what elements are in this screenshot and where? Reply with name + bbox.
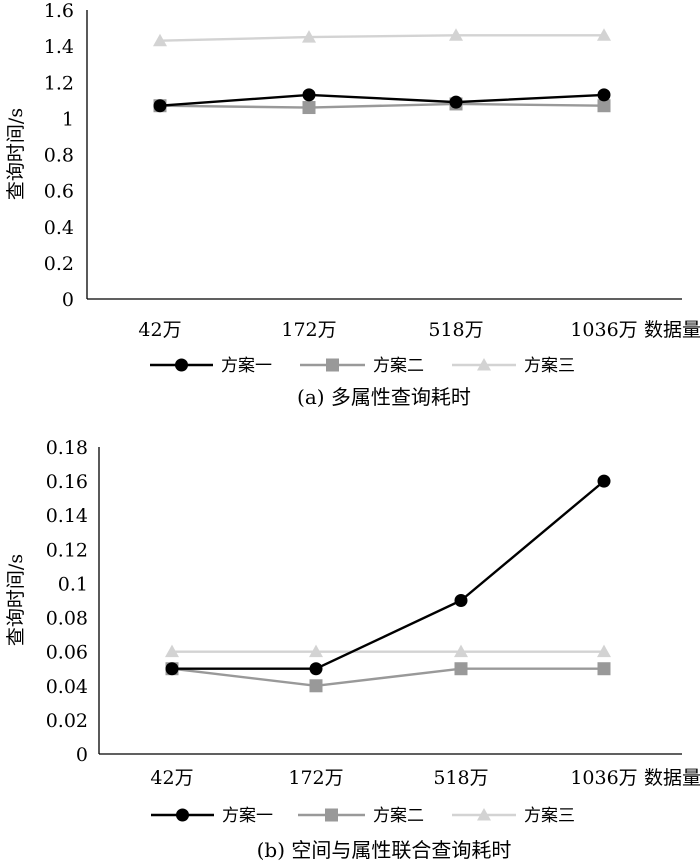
chart-a-y-axis-label: 查询时间/s: [5, 108, 27, 200]
y-tick-label: 0.18: [46, 437, 88, 459]
series-2: [165, 662, 611, 693]
series-line: [159, 34, 604, 42]
y-tick-label: 0.02: [46, 710, 88, 732]
legend-item: 方案三: [452, 356, 575, 376]
chart-b-x-ticks: 42万 172万 518万 1036万: [150, 767, 637, 789]
data-point: [309, 679, 323, 693]
legend-label: 方案二: [373, 806, 424, 826]
y-tick-label: 0: [76, 744, 88, 766]
data-point: [309, 662, 323, 676]
series-line: [159, 93, 605, 107]
legend-marker: [477, 808, 491, 821]
chart-a-y-ticks: 0 0.2 0.4 0.6 0.8 1 1.2 1.4 1.6: [44, 0, 74, 311]
y-tick-label: 0.16: [46, 471, 88, 493]
series-1: [153, 88, 611, 113]
series-3: [165, 644, 611, 658]
y-tick-label: 0.4: [44, 217, 74, 239]
chart-a-caption: (a) 多属性查询耗时: [297, 385, 471, 409]
legend-marker: [175, 358, 188, 372]
x-tick-label: 518万: [428, 319, 483, 341]
chart-a-x-axis-label: 数据量: [644, 319, 700, 341]
data-point: [165, 662, 179, 676]
chart-a-x-ticks: 42万 172万 518万 1036万: [138, 319, 637, 341]
x-tick-label: 172万: [288, 767, 343, 789]
y-tick-label: 0.2: [44, 253, 74, 275]
legend-label: 方案二: [373, 356, 424, 376]
data-point: [597, 644, 611, 658]
legend-marker: [477, 358, 491, 371]
series-line: [171, 667, 604, 687]
data-point: [309, 644, 323, 658]
data-point: [597, 662, 611, 676]
data-point: [597, 88, 611, 102]
x-tick-label: 1036万: [570, 767, 637, 789]
legend-item: 方案二: [298, 806, 424, 826]
x-tick-label: 1036万: [570, 319, 637, 341]
x-tick-label: 42万: [150, 767, 193, 789]
data-point: [597, 28, 611, 41]
legend-label: 方案三: [524, 806, 575, 826]
series-2: [153, 97, 611, 115]
series-line: [159, 102, 605, 109]
data-point: [153, 33, 167, 47]
x-tick-label: 172万: [281, 319, 336, 341]
data-point: [302, 30, 316, 43]
data-point: [449, 28, 463, 41]
chart-b-legend: 方案一 方案二 方案三: [151, 806, 575, 826]
y-tick-label: 1: [62, 108, 74, 130]
legend-marker: [325, 808, 338, 822]
data-point: [597, 474, 611, 488]
data-point: [597, 99, 611, 113]
y-tick-label: 1.6: [44, 0, 74, 22]
data-point: [454, 644, 468, 658]
legend-marker: [326, 358, 339, 372]
chart-a-legend: 方案一 方案二 方案三: [150, 356, 575, 376]
chart-b-x-axis-label: 数据量: [644, 767, 700, 789]
legend-item: 方案一: [151, 806, 273, 826]
series-line: [172, 480, 605, 670]
data-point: [165, 644, 179, 658]
y-tick-label: 0.6: [44, 181, 74, 203]
data-point: [454, 662, 468, 676]
y-tick-label: 0.06: [46, 642, 88, 664]
legend-item: 方案三: [452, 806, 575, 826]
legend-item: 方案一: [150, 356, 272, 376]
legend-label: 方案三: [524, 356, 575, 376]
chart-b-series: [165, 474, 611, 693]
legend-item: 方案二: [300, 356, 424, 376]
y-tick-label: 0.8: [44, 145, 74, 167]
chart-a-series: [153, 28, 611, 115]
y-tick-label: 0.12: [46, 539, 88, 561]
chart-a: 0 0.2 0.4 0.6 0.8 1 1.2 1.4 1.6 42万 172万 518万 1036万…: [5, 0, 700, 409]
y-tick-label: 1.4: [44, 36, 74, 58]
y-tick-label: 1.2: [44, 72, 74, 94]
legend-label: 方案一: [222, 806, 273, 826]
data-point: [454, 594, 468, 607]
y-tick-label: 0.1: [58, 573, 88, 595]
chart-b-y-axis-label: 查询时间/s: [5, 554, 27, 646]
legend-marker: [176, 808, 189, 822]
series-1: [165, 474, 611, 676]
x-tick-label: 518万: [433, 767, 488, 789]
y-tick-label: 0: [62, 289, 74, 311]
chart-b-y-ticks: 0 0.02 0.04 0.06 0.08 0.1 0.12 0.14 0.16 0.18: [46, 437, 88, 766]
data-point: [449, 95, 463, 109]
x-tick-label: 42万: [138, 319, 181, 341]
series-3: [153, 28, 611, 47]
y-tick-label: 0.14: [46, 505, 88, 527]
legend-label: 方案一: [221, 356, 272, 376]
data-point: [302, 88, 316, 102]
chart-b: 0 0.02 0.04 0.06 0.08 0.1 0.12 0.14 0.16 0.18 42万…: [5, 437, 700, 862]
data-point: [302, 101, 316, 115]
chart-b-caption: (b) 空间与属性联合查询耗时: [257, 838, 512, 862]
y-tick-label: 0.08: [46, 608, 88, 630]
data-point: [153, 99, 167, 113]
y-tick-label: 0.04: [46, 676, 88, 698]
